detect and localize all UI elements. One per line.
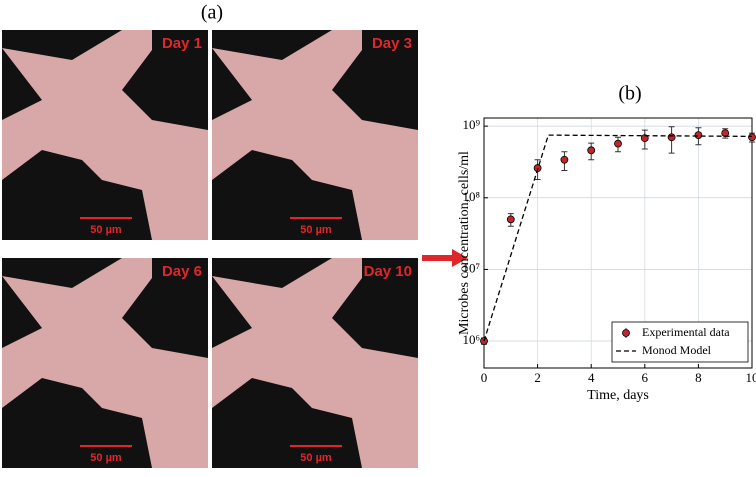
micrograph: Day 1 50 µm — [2, 30, 208, 240]
data-point — [587, 146, 596, 155]
scale-bar: 50 µm — [300, 452, 332, 464]
x-axis-label: Time, days — [587, 388, 649, 403]
micrograph: Day 6 50 µm — [2, 258, 208, 468]
data-point — [721, 129, 730, 138]
scale-bar: 50 µm — [300, 224, 332, 236]
panel-label: (a) — [201, 2, 223, 24]
y-axis-label: Microbes concentration, cells/ml — [457, 151, 472, 335]
scale-bar: 50 µm — [90, 224, 122, 236]
x-tick-label: 4 — [588, 370, 595, 385]
x-tick-label: 8 — [695, 370, 702, 385]
y-tick-label: 10⁶ — [462, 332, 480, 347]
axes-frame — [483, 117, 753, 369]
data-point — [640, 134, 649, 143]
y-tick-label: 10⁸ — [462, 189, 480, 204]
micrograph: Day 3 50 µm — [212, 30, 418, 240]
y-tick-label: 10⁷ — [462, 260, 480, 275]
legend-box — [611, 321, 749, 363]
micrograph: Day 10 50 µm — [212, 258, 418, 468]
day-label: Day 6 — [162, 263, 202, 280]
x-tick-label: 6 — [642, 370, 649, 385]
day-label: Day 1 — [162, 35, 202, 52]
legend-label: Monod Model — [642, 343, 712, 357]
x-tick-label: 10 — [746, 370, 756, 385]
legend-swatch — [622, 329, 630, 337]
y-tick-label: 10⁹ — [462, 117, 480, 132]
day-label: Day 10 — [364, 263, 412, 280]
scale-bar: 50 µm — [90, 452, 122, 464]
data-point — [614, 139, 622, 148]
day-label: Day 3 — [372, 35, 412, 52]
legend-label: Experimental data — [642, 325, 730, 339]
data-point — [506, 215, 515, 224]
panel-label: (b) — [618, 83, 641, 105]
data-point — [694, 131, 703, 140]
data-point — [748, 133, 756, 142]
x-tick-label: 0 — [481, 370, 488, 385]
arrow — [422, 249, 468, 267]
x-tick-label: 2 — [534, 370, 541, 385]
data-point — [667, 133, 676, 142]
data-point — [560, 155, 569, 164]
